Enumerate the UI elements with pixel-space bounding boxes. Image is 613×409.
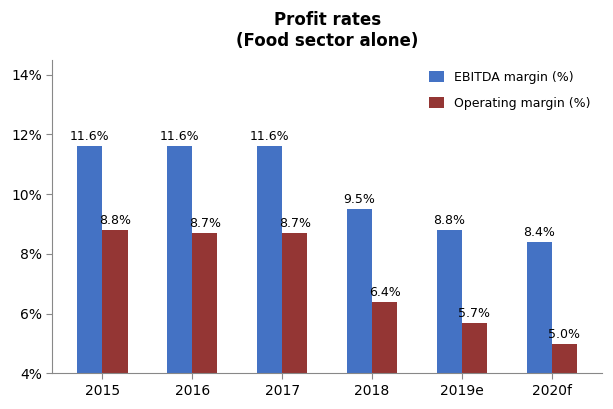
Text: 11.6%: 11.6% <box>249 130 289 144</box>
Bar <box>257 146 282 373</box>
Bar <box>77 146 102 373</box>
Bar <box>372 302 397 373</box>
Text: 6.4%: 6.4% <box>369 286 400 299</box>
Bar <box>552 344 577 373</box>
Bar <box>282 233 307 373</box>
Text: 11.6%: 11.6% <box>160 130 199 144</box>
Legend: EBITDA margin (%), Operating margin (%): EBITDA margin (%), Operating margin (%) <box>424 66 596 115</box>
Bar <box>192 233 218 373</box>
Text: 8.7%: 8.7% <box>279 217 311 230</box>
Text: 11.6%: 11.6% <box>70 130 110 144</box>
Bar <box>102 230 128 373</box>
Text: 5.0%: 5.0% <box>548 328 581 341</box>
Bar <box>347 209 372 373</box>
Bar <box>527 242 552 373</box>
Bar <box>462 323 487 373</box>
Bar <box>436 230 462 373</box>
Text: 8.8%: 8.8% <box>433 214 465 227</box>
Text: 8.4%: 8.4% <box>524 226 555 239</box>
Text: 8.8%: 8.8% <box>99 214 131 227</box>
Text: 8.7%: 8.7% <box>189 217 221 230</box>
Text: 5.7%: 5.7% <box>459 307 490 320</box>
Bar <box>167 146 192 373</box>
Text: 9.5%: 9.5% <box>343 193 375 206</box>
Title: Profit rates
(Food sector alone): Profit rates (Food sector alone) <box>236 11 418 50</box>
